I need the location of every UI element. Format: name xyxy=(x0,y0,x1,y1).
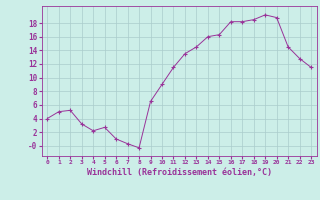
X-axis label: Windchill (Refroidissement éolien,°C): Windchill (Refroidissement éolien,°C) xyxy=(87,168,272,177)
